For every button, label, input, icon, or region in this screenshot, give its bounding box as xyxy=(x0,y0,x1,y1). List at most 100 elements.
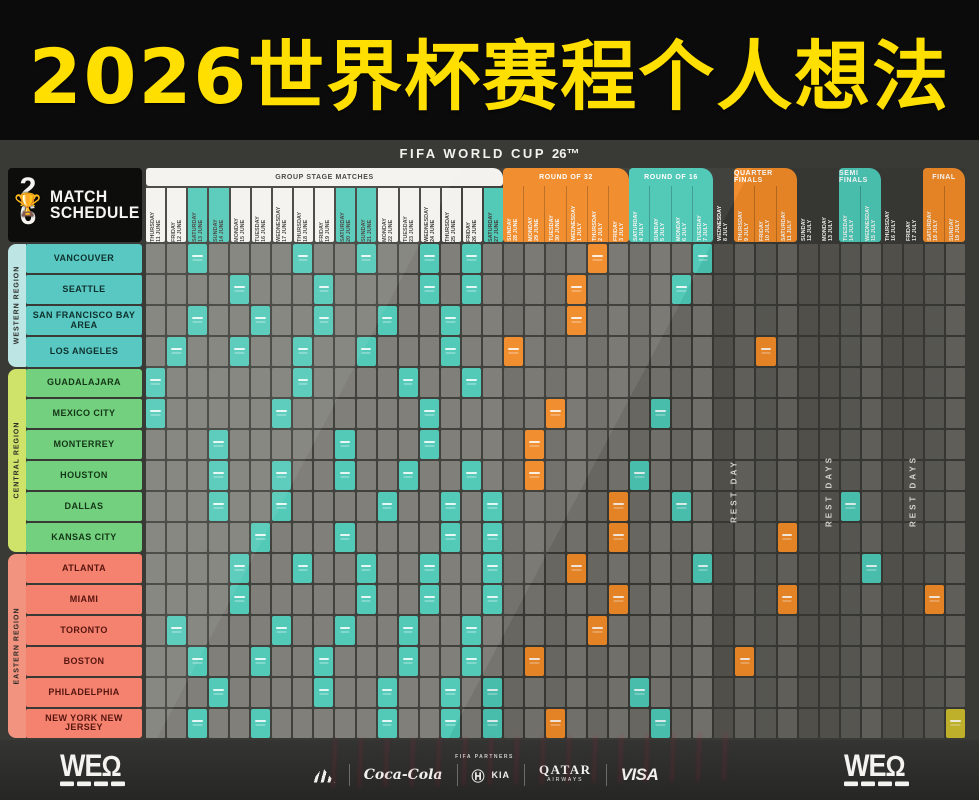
grid-cell xyxy=(903,430,923,459)
grid-cell xyxy=(335,275,355,304)
poster-title-bar: 2026世界杯赛程个人想法 xyxy=(0,0,979,140)
grid-cell xyxy=(461,399,481,428)
grid-cell xyxy=(503,492,523,521)
match-cell-teal xyxy=(209,678,229,707)
grid-cell xyxy=(882,244,902,273)
grid-cell xyxy=(230,523,250,552)
date-text: 28 JUNE xyxy=(513,218,520,241)
grid-cell xyxy=(735,678,755,707)
separator xyxy=(348,764,350,786)
grid-cell xyxy=(230,709,250,738)
date-column-header: FRIDAY 12 JUNE xyxy=(171,188,183,242)
grid-cell xyxy=(798,585,818,614)
grid-cell xyxy=(314,616,334,645)
grid-cell xyxy=(377,430,397,459)
grid-cell xyxy=(588,678,608,707)
match-cell-teal xyxy=(356,244,376,273)
match-cell-teal xyxy=(356,585,376,614)
grid-cell xyxy=(482,244,502,273)
grid-cell xyxy=(798,678,818,707)
grid-cell xyxy=(756,492,776,521)
date-column-header: SATURDAY 4 JULY xyxy=(633,187,645,241)
grid-cell xyxy=(735,337,755,366)
grid-cell xyxy=(819,430,839,459)
grid-cell xyxy=(924,647,944,676)
grid-cell xyxy=(461,337,481,366)
grid-cell xyxy=(840,523,860,552)
match-cell-teal xyxy=(377,306,397,335)
grid-cell xyxy=(272,523,292,552)
match-cell-teal xyxy=(230,554,250,583)
grid-cell xyxy=(377,399,397,428)
date-text: SATURDAY xyxy=(780,211,787,241)
grid-cell xyxy=(819,678,839,707)
grid-cell xyxy=(167,678,187,707)
date-column-header: FRIDAY 10 JULY xyxy=(759,187,771,241)
date-text: 21 JUNE xyxy=(366,219,373,242)
grid-cell xyxy=(735,554,755,583)
grid-cell xyxy=(545,678,566,707)
grid-cell xyxy=(630,554,650,583)
grid-cell xyxy=(272,678,292,707)
grid-cell xyxy=(146,523,166,552)
grid-cell xyxy=(819,616,839,645)
grid-cell xyxy=(545,337,566,366)
grid-cell xyxy=(377,616,397,645)
date-cell: THURSDAY 18 JUNE xyxy=(293,188,313,242)
date-cell: TUESDAY 23 JUNE xyxy=(399,188,419,242)
rest-date-header: WEDNESDAY 8 JULY xyxy=(713,186,734,242)
date-text: 13 JULY xyxy=(828,219,835,241)
grid-cell xyxy=(882,647,902,676)
grid-cell xyxy=(945,275,965,304)
grid-cell xyxy=(167,492,187,521)
grid-cell xyxy=(167,709,187,738)
grid-cell xyxy=(903,368,923,397)
match-cell-teal xyxy=(482,709,502,738)
grid-cell xyxy=(672,523,692,552)
grid-cell xyxy=(924,461,944,490)
fifa-header: FIFA WORLD CUP 26™ xyxy=(0,140,979,166)
date-column-header: TUESDAY 14 JULY xyxy=(843,187,855,241)
grid-cell xyxy=(588,306,608,335)
grid-cell xyxy=(735,616,755,645)
match-cell-teal xyxy=(461,461,481,490)
rest-date-header: FRIDAY 17 JULY xyxy=(902,186,923,242)
grid-cell xyxy=(924,306,944,335)
date-text: 17 JULY xyxy=(912,219,919,241)
grid-cell xyxy=(482,647,502,676)
date-column-header: SUNDAY 19 JULY xyxy=(949,187,961,241)
grid-cell xyxy=(630,306,650,335)
grid-cell xyxy=(398,306,418,335)
grid-cell xyxy=(756,368,776,397)
grid-cell xyxy=(251,678,271,707)
date-cell: SUNDAY 5 JULY xyxy=(649,186,670,242)
date-column-header: FRIDAY 26 JUNE xyxy=(466,188,478,242)
grid-cell xyxy=(503,368,523,397)
date-text: SATURDAY xyxy=(191,212,198,242)
grid-cell xyxy=(377,554,397,583)
grid-cell xyxy=(840,461,860,490)
grid-cell xyxy=(545,461,566,490)
match-cell-teal xyxy=(840,492,860,521)
match-cell-teal xyxy=(419,244,439,273)
grid-cell xyxy=(356,678,376,707)
grid-cell xyxy=(398,399,418,428)
grid-cell xyxy=(735,275,755,304)
city-label: HOUSTON xyxy=(26,461,142,491)
grid-cell xyxy=(188,585,208,614)
grid-cell xyxy=(188,492,208,521)
date-column-header: WEDNESDAY 1 JULY xyxy=(571,187,583,241)
grid-cell xyxy=(903,306,923,335)
date-text: 11 JUNE xyxy=(155,219,162,242)
grid-cell xyxy=(924,523,944,552)
grid-cell xyxy=(419,306,439,335)
grid-cell xyxy=(524,678,544,707)
grid-cell xyxy=(672,678,692,707)
grid-cell xyxy=(945,616,965,645)
match-cell-teal xyxy=(398,616,418,645)
date-column-header: MONDAY 6 JULY xyxy=(676,187,688,241)
match-cell-teal xyxy=(272,492,292,521)
grid-cell xyxy=(819,275,839,304)
city-label: MEXICO CITY xyxy=(26,399,142,429)
date-text: 27 JUNE xyxy=(493,219,500,242)
